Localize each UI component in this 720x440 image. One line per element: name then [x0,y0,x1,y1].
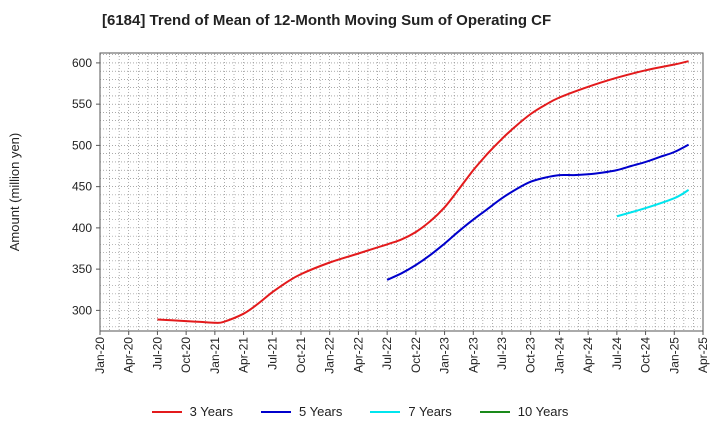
x-tick-label: Jan-24 [552,337,566,374]
legend-label: 7 Years [408,404,452,419]
legend-label: 3 Years [189,404,233,419]
legend-item-5-years: 5 Years [261,404,342,419]
series-line-3-years [157,60,689,324]
x-tick-label: Jul-20 [150,337,164,370]
x-tick-label: Apr-23 [466,337,480,373]
x-tick-label: Jan-23 [438,337,452,374]
x-tick-label: Jan-25 [667,337,681,374]
legend-item-7-years: 7 Years [370,404,452,419]
grid-lines [100,53,703,331]
y-tick-label: 500 [72,138,92,152]
series-line-7-years [616,189,690,218]
y-axis-label: Amount (million yen) [7,133,22,252]
y-tick-label: 300 [72,303,92,317]
x-tick-label: Jul-23 [495,337,509,370]
x-tick-label: Apr-22 [351,337,365,373]
legend: 3 Years 5 Years 7 Years 10 Years [0,404,720,419]
x-tick-label: Oct-23 [524,337,538,373]
legend-item-10-years: 10 Years [479,404,569,419]
legend-swatch [370,410,401,413]
legend-label: 10 Years [517,404,569,419]
x-tick-label: Jan-20 [93,337,107,374]
x-tick-label: Jan-22 [323,337,337,374]
x-tick-label: Oct-24 [639,337,653,373]
chart-title: [6184] Trend of Mean of 12-Month Moving … [102,12,552,29]
x-tick-label: Apr-25 [696,337,710,373]
x-tick-label: Jul-22 [380,337,394,370]
y-tick-label: 400 [72,221,92,235]
x-axis-ticks: Jan-20 Apr-20 Jul-20 Oct-20 Jan-21 Apr-21 Jul-… [93,331,710,374]
plot-area [99,52,704,332]
series-lines [157,60,690,324]
legend-swatch [261,410,291,413]
legend-swatch [151,410,182,413]
y-tick-label: 450 [72,180,92,194]
series-line-5-years [386,143,690,281]
y-tick-label: 350 [72,262,92,276]
x-tick-label: Oct-22 [409,337,423,373]
y-tick-label: 600 [72,56,92,70]
x-tick-label: Apr-24 [581,337,595,373]
x-tick-label: Oct-21 [294,337,308,373]
x-tick-label: Jul-21 [265,337,279,370]
x-tick-label: Apr-21 [237,337,251,373]
x-tick-label: Jan-21 [208,337,222,374]
legend-item-3-years: 3 Years [151,404,233,419]
y-axis-ticks: 300 350 400 450 500 550 600 [72,56,100,317]
x-tick-label: Jul-24 [610,337,624,370]
y-tick-label: 550 [72,97,92,111]
legend-label: 5 Years [299,404,343,419]
x-tick-label: Apr-20 [122,337,136,373]
legend-swatch [479,410,510,413]
x-tick-label: Oct-20 [179,337,193,373]
